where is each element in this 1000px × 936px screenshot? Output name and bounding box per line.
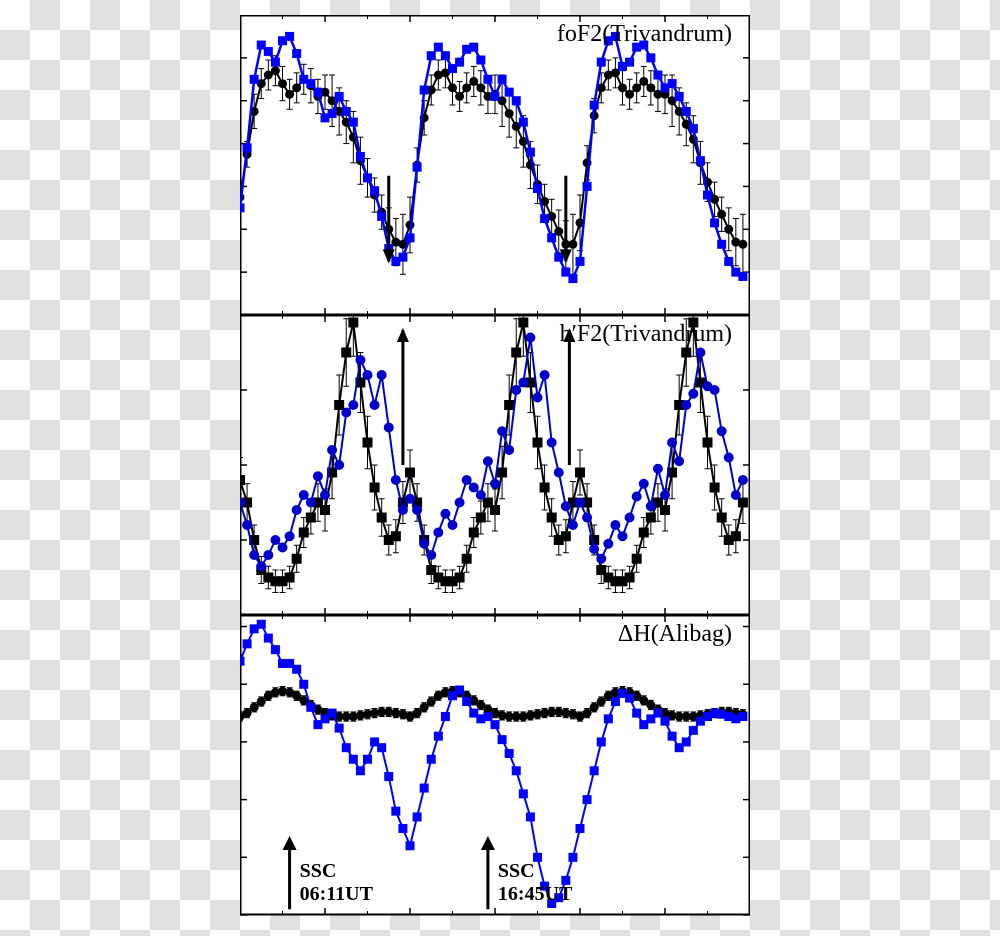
panel-fof2: foF2(Trivandrum) xyxy=(240,15,750,315)
panel-deltah: ΔH(Alibag) SSC06:11UTSSC16:45UT xyxy=(240,615,750,915)
panel-fof2-title: foF2(Trivandrum) xyxy=(557,21,732,48)
ssc-text: SSC xyxy=(300,860,337,882)
ssc-label-0: SSC06:11UT xyxy=(300,860,373,906)
ssc-label-1: SSC16:45UT xyxy=(498,860,572,906)
ssc-time: 06:11UT xyxy=(300,883,373,905)
ssc-text: SSC xyxy=(498,860,535,882)
panel-hf2: h′F2(Trivandrum) xyxy=(240,315,750,615)
figure: foF2(Trivandrum) h′F2(Trivandrum) ΔH(Ali… xyxy=(240,15,750,915)
panel-deltah-title: ΔH(Alibag) xyxy=(618,621,732,648)
ssc-time: 16:45UT xyxy=(498,883,572,905)
panel-hf2-title: h′F2(Trivandrum) xyxy=(560,321,732,348)
